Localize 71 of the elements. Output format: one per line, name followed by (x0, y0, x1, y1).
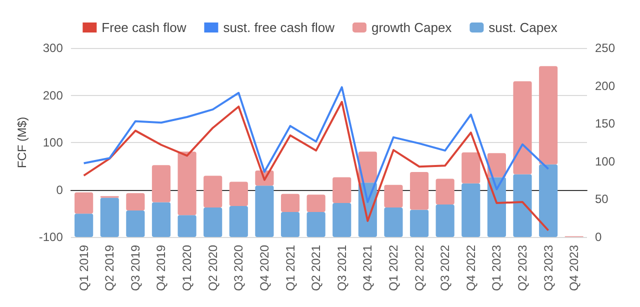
bar (513, 174, 532, 237)
bar (178, 215, 196, 237)
bar (306, 212, 326, 237)
x-tick-label: Q4 2023 (567, 244, 582, 292)
y2-tick-label: 200 (595, 78, 616, 93)
x-tick-label: Q3 2021 (334, 244, 349, 292)
bar (74, 214, 94, 237)
x-tick-label: Q2 2022 (412, 244, 426, 292)
bar (152, 165, 171, 202)
x-tick-label: Q3 2019 (128, 244, 142, 292)
bar (126, 210, 145, 237)
x-tick-label: Q2 2023 (515, 244, 530, 292)
line-series (82, 86, 550, 204)
bar (100, 198, 119, 237)
bar (204, 208, 222, 237)
legend-label: Free cash flow (102, 20, 187, 35)
y2-tick-label: 50 (595, 192, 609, 206)
y-tick-label: -100 (38, 230, 64, 244)
bar (74, 192, 94, 214)
y2-tick-label: 150 (595, 116, 616, 131)
legend-label: sust. free cash flow (223, 20, 336, 35)
x-tick-label: Q1 2021 (283, 244, 298, 292)
bar (462, 152, 480, 184)
x-tick-label: Q2 2021 (309, 244, 324, 292)
bar (539, 66, 558, 164)
x-tick-label: Q3 2023 (541, 244, 556, 292)
x-tick-label: Q1 2023 (490, 244, 504, 292)
bar (178, 152, 196, 216)
bar (280, 212, 300, 237)
bar (255, 186, 274, 237)
bar (306, 194, 326, 212)
x-tick-label: Q3 2022 (438, 244, 452, 292)
x-tick-label: Q4 2019 (154, 244, 168, 292)
bar (229, 206, 248, 237)
y-tick-label: 200 (42, 88, 64, 102)
bar (410, 172, 429, 210)
bar (436, 204, 454, 237)
x-tick-label: Q2 2019 (102, 244, 117, 292)
bar (384, 184, 403, 208)
y-tick-label: 300 (42, 41, 64, 55)
legend-label: sust. Capex (488, 20, 558, 35)
bar (539, 164, 558, 237)
x-tick-label: Q1 2022 (386, 244, 400, 292)
bar (280, 194, 300, 212)
bar (152, 202, 171, 237)
bar (462, 183, 480, 237)
bar (436, 178, 454, 204)
bar (126, 193, 145, 211)
y2-tick-label: 0 (595, 230, 602, 244)
x-tick-label: Q1 2020 (180, 244, 194, 292)
bar (229, 182, 248, 206)
bar (332, 177, 352, 203)
x-tick-label: Q4 2020 (257, 244, 272, 292)
legend-label: growth Capex (371, 20, 452, 35)
y2-tick-label: 100 (595, 154, 616, 168)
y-tick-label: 0 (56, 182, 64, 197)
bar (332, 202, 352, 237)
x-tick-label: Q1 2019 (76, 244, 91, 292)
bar (513, 81, 532, 174)
x-tick-label: Q3 2020 (232, 244, 246, 292)
y-axis-title: FCF (M$) (15, 116, 29, 168)
line-series (82, 100, 550, 232)
bar (384, 208, 403, 237)
y2-tick-label: 250 (595, 41, 616, 55)
bar (204, 176, 222, 208)
x-tick-label: Q4 2021 (360, 244, 375, 292)
bar (487, 153, 506, 178)
bar (410, 210, 429, 237)
x-tick-label: Q2 2020 (206, 244, 220, 292)
y-tick-label: 100 (42, 136, 64, 150)
x-tick-label: Q4 2022 (464, 244, 478, 292)
